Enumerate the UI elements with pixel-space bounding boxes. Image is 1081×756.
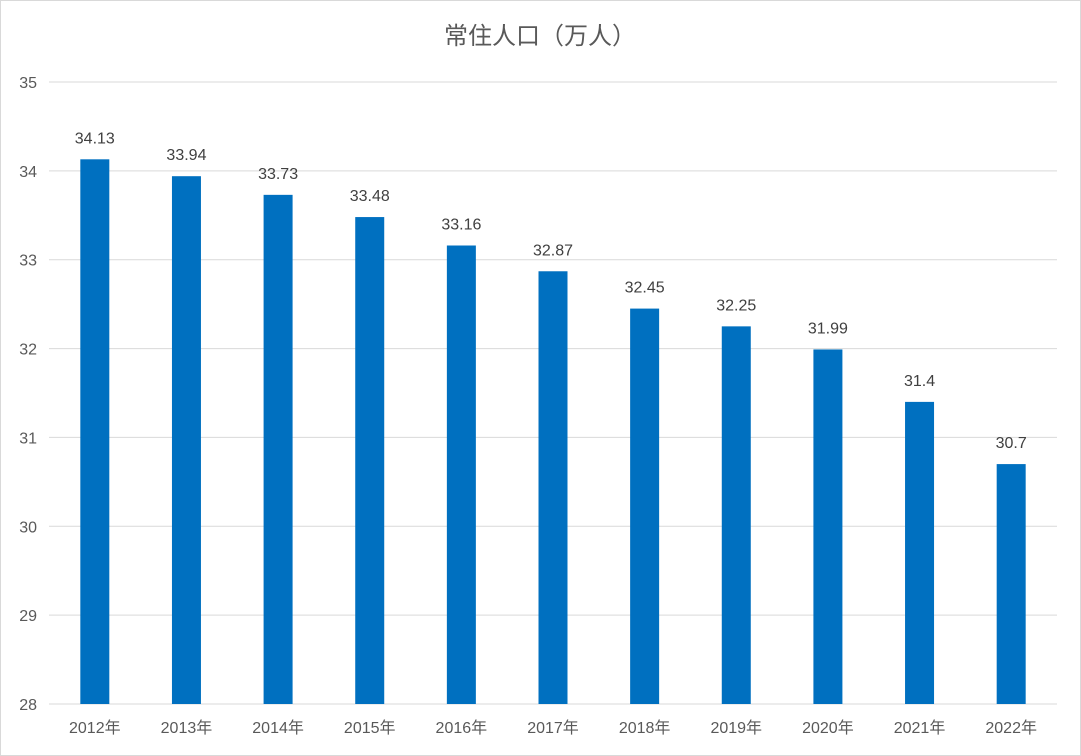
- y-tick-label: 30: [19, 519, 37, 536]
- bar: [630, 308, 660, 704]
- x-tick-label: 2017年: [527, 719, 579, 737]
- data-label: 31.4: [904, 373, 935, 390]
- data-label: 32.25: [716, 297, 756, 314]
- bar: [263, 194, 293, 704]
- x-tick-label: 2020年: [802, 719, 854, 737]
- bar: [996, 464, 1026, 704]
- y-axis-ticks: 28 29 30 31 32 33 34 35: [19, 75, 37, 714]
- x-tick-label: 2021年: [894, 719, 946, 737]
- bar: [446, 245, 476, 705]
- y-tick-label: 31: [19, 430, 37, 447]
- bar: [721, 326, 751, 704]
- y-tick-label: 34: [19, 164, 37, 181]
- bar: [538, 271, 568, 704]
- bar: [80, 159, 110, 704]
- x-tick-label: 2016年: [436, 719, 488, 737]
- y-tick-label: 35: [19, 75, 37, 92]
- data-label: 33.48: [350, 188, 390, 205]
- x-tick-label: 2014年: [252, 719, 304, 737]
- data-labels: 34.13 33.94 33.73 33.48 33.16 32.87 32.45 32.25…: [75, 130, 1027, 452]
- y-tick-label: 29: [19, 608, 37, 625]
- x-tick-label: 2015年: [344, 719, 396, 737]
- bar: [355, 217, 385, 704]
- data-label: 32.45: [625, 280, 665, 297]
- x-tick-label: 2019年: [710, 719, 762, 737]
- data-label: 34.13: [75, 130, 115, 147]
- bar: [813, 349, 843, 704]
- data-label: 30.7: [996, 435, 1027, 452]
- x-axis-ticks: 2012年 2013年 2014年 2015年 2016年 2017年 2018年 2019年…: [69, 719, 1037, 737]
- y-tick-label: 33: [19, 253, 37, 270]
- chart-title: 常住人口（万人）: [444, 22, 636, 50]
- y-tick-label: 32: [19, 342, 37, 359]
- bars: [80, 159, 1026, 705]
- x-tick-label: 2018年: [619, 719, 671, 737]
- data-label: 32.87: [533, 242, 573, 259]
- y-tick-label: 28: [19, 697, 37, 714]
- x-tick-label: 2022年: [985, 719, 1037, 737]
- data-label: 33.73: [258, 166, 298, 183]
- data-label: 33.94: [166, 147, 206, 164]
- x-tick-label: 2013年: [161, 719, 213, 737]
- bar: [171, 176, 201, 704]
- x-tick-label: 2012年: [69, 719, 121, 737]
- data-label: 31.99: [808, 320, 848, 337]
- bar: [905, 401, 935, 704]
- data-label: 33.16: [441, 216, 481, 233]
